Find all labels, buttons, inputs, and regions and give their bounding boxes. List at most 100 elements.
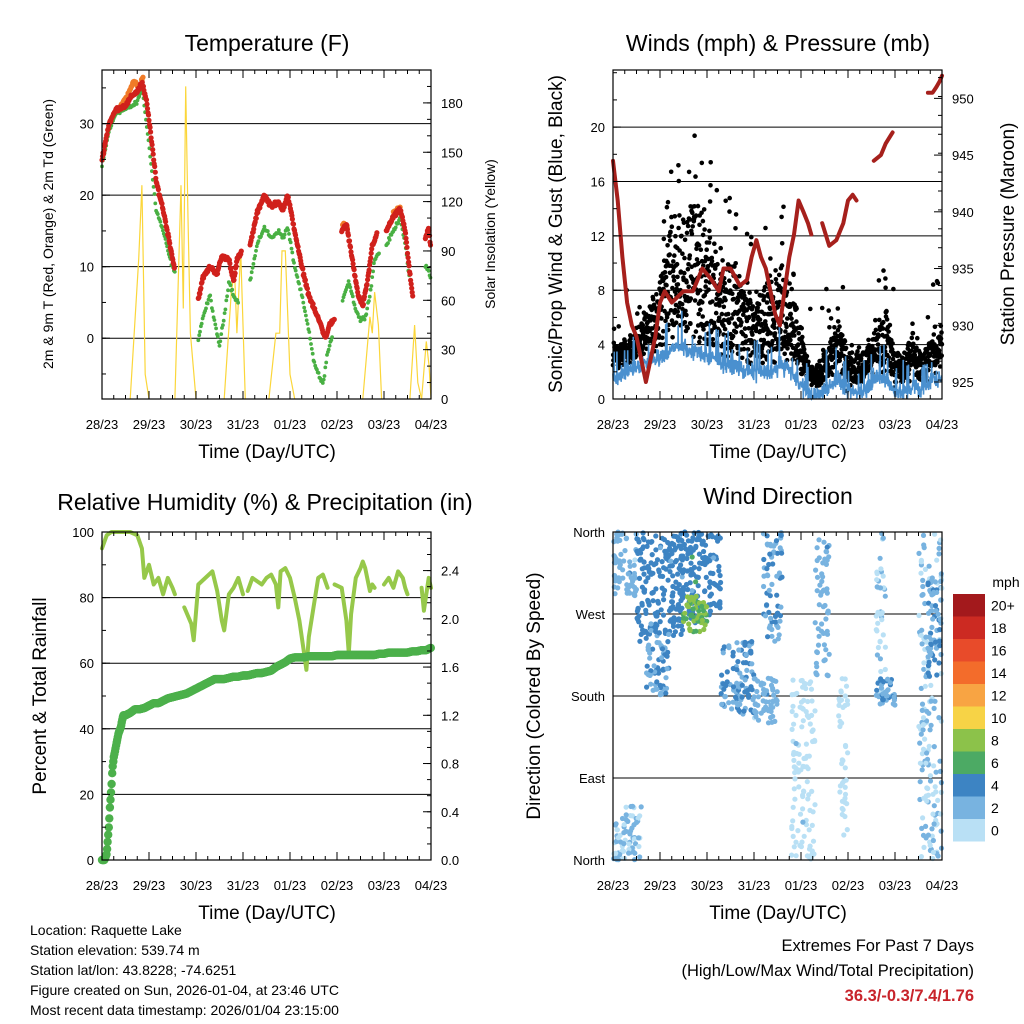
gust-point — [668, 308, 674, 313]
direction-point — [920, 722, 927, 728]
temp2m-point — [364, 281, 370, 288]
dewpoint-point — [158, 219, 163, 224]
direction-point — [693, 543, 699, 550]
y2-tick-label: 0 — [441, 392, 448, 407]
dewpoint-point — [256, 239, 261, 244]
direction-point — [722, 694, 728, 700]
temp2m-point — [147, 124, 153, 130]
direction-point — [617, 851, 623, 858]
direction-point — [661, 597, 667, 603]
temp2m-point — [144, 106, 151, 112]
gust-point — [790, 321, 795, 326]
direction-point — [938, 597, 944, 603]
dewpoint-point — [321, 377, 326, 382]
gust-point — [788, 311, 793, 317]
direction-point — [720, 650, 726, 656]
legend-swatch — [953, 594, 985, 617]
dewpoint-point — [372, 261, 376, 266]
gust-point — [884, 317, 890, 322]
direction-point — [880, 632, 886, 638]
temp2m-point — [366, 267, 372, 273]
direction-point — [776, 632, 782, 638]
temp2m-point — [410, 293, 416, 299]
direction-point — [930, 849, 937, 855]
direction-point — [719, 672, 725, 678]
dewpoint-point — [301, 300, 306, 305]
gust-point — [873, 327, 879, 333]
direction-point — [805, 698, 811, 705]
direction-point — [920, 815, 926, 821]
legend-label: 8 — [991, 732, 999, 748]
direction-point — [621, 841, 627, 847]
wind-direction-xlabel: Time (Day/UTC) — [709, 903, 847, 924]
direction-point — [790, 818, 796, 824]
direction-point — [806, 827, 812, 833]
direction-point — [931, 821, 937, 827]
direction-point — [926, 634, 932, 640]
direction-point — [919, 825, 925, 832]
direction-point — [744, 667, 750, 674]
temp2m-point — [150, 151, 156, 157]
dewpoint-point — [292, 260, 296, 265]
temp2m-point — [331, 316, 337, 322]
temp2m-point — [406, 263, 412, 269]
dewpoint-point — [249, 270, 254, 275]
gust-point — [750, 332, 755, 337]
direction-point — [755, 678, 761, 684]
gust-point — [659, 316, 664, 321]
direction-point — [924, 798, 930, 804]
legend-swatch — [953, 616, 985, 639]
temp2m-point — [403, 239, 410, 245]
direction-point — [628, 828, 634, 834]
gust-point — [641, 351, 646, 357]
direction-point — [810, 838, 817, 844]
direction-point — [803, 709, 809, 715]
gust-point — [782, 351, 787, 357]
temp2m-point — [369, 246, 375, 252]
dewpoint-point — [326, 347, 331, 352]
direction-point — [661, 537, 668, 543]
direction-point — [742, 677, 748, 683]
dewpoint-point — [134, 102, 139, 106]
direction-point — [648, 621, 654, 627]
dewpoint-point — [327, 343, 332, 348]
dewpoint-point — [286, 228, 290, 232]
dewpoint-point — [199, 321, 204, 326]
temp2m-point — [249, 234, 255, 240]
direction-point — [842, 765, 848, 771]
gust-point — [828, 316, 834, 321]
direction-point — [628, 582, 634, 588]
direction-point — [734, 667, 740, 673]
temp2m-point — [407, 271, 413, 277]
legend-swatch — [953, 819, 985, 842]
direction-point — [770, 698, 776, 705]
direction-point — [774, 573, 780, 579]
x-tick-label: 01/23 — [785, 417, 818, 432]
gust-point — [796, 330, 801, 336]
gust-point — [635, 311, 640, 316]
direction-point — [668, 606, 675, 612]
gust-point — [663, 318, 668, 324]
direction-point — [703, 574, 709, 581]
temp2m-point — [144, 101, 150, 107]
direction-point — [936, 551, 942, 557]
gust-point — [671, 274, 676, 280]
direction-point — [816, 602, 822, 608]
temp2m-point — [368, 250, 374, 256]
direction-point — [648, 627, 654, 634]
dewpoint-point — [250, 265, 255, 270]
temp2m-point — [404, 250, 411, 256]
gust-point — [697, 339, 702, 345]
direction-point — [774, 701, 780, 707]
direction-point — [626, 850, 632, 856]
gust-point — [761, 337, 767, 343]
y2-tick-label: 1.2 — [441, 708, 459, 723]
direction-point — [926, 743, 932, 749]
direction-point — [878, 611, 884, 617]
y2-tick-label: 150 — [441, 145, 463, 160]
direction-point — [654, 679, 660, 685]
legend-label: 2 — [991, 800, 999, 816]
gust-point — [727, 278, 732, 284]
direction-point — [745, 692, 752, 698]
direction-point — [687, 626, 693, 632]
